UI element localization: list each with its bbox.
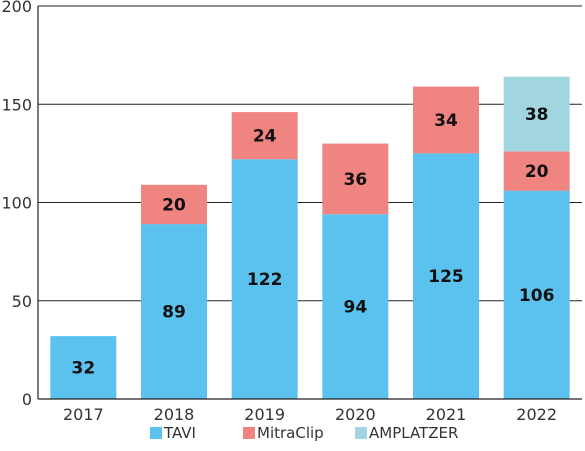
x-tick-label-2017: 2017 <box>63 405 104 424</box>
data-label-2022-AMPLATZER: 38 <box>525 105 549 125</box>
data-label-2022-TAVI: 106 <box>519 286 555 306</box>
legend-swatch-TAVI <box>150 427 162 439</box>
legend-label-TAVI: TAVI <box>163 424 196 442</box>
bar-2022-AMPLATZER <box>503 76 570 152</box>
data-label-2018-TAVI: 89 <box>162 303 186 323</box>
data-label-2020-TAVI: 94 <box>343 298 367 318</box>
legend-label-AMPLATZER: AMPLATZER <box>369 424 458 442</box>
data-label-2019-TAVI: 122 <box>247 270 283 290</box>
y-tick-label-0: 0 <box>22 390 32 409</box>
data-label-2022-MitraClip: 20 <box>525 162 549 182</box>
segment-labels: 32 89 20 122 24 94 36 125 34 106 20 38 <box>71 105 554 378</box>
bar-2020-TAVI <box>322 214 389 399</box>
bar-2017-TAVI <box>50 336 117 399</box>
y-tick-label-150: 150 <box>1 95 32 114</box>
bar-2019-TAVI <box>231 159 298 399</box>
legend-swatch-AMPLATZER <box>355 427 367 439</box>
data-label-2020-MitraClip: 36 <box>343 170 367 190</box>
x-tick-label-2018: 2018 <box>154 405 195 424</box>
bar-2021-TAVI <box>413 153 479 399</box>
data-label-2019-MitraClip: 24 <box>253 127 277 147</box>
bars <box>50 76 570 399</box>
x-tick-label-2021: 2021 <box>426 405 467 424</box>
data-label-2021-MitraClip: 34 <box>434 111 458 131</box>
y-tick-label-200: 200 <box>1 0 32 16</box>
legend: TAVI MitraClip AMPLATZER <box>150 424 458 442</box>
bar-2020-MitraClip <box>322 143 389 215</box>
y-tick-label-50: 50 <box>12 292 32 311</box>
x-tick-label-2022: 2022 <box>516 405 557 424</box>
grid-lines <box>38 5 582 302</box>
legend-swatch-MitraClip <box>243 427 255 439</box>
legend-label-MitraClip: MitraClip <box>257 424 324 442</box>
y-tick-label-100: 100 <box>1 194 32 213</box>
data-label-2017-TAVI: 32 <box>71 359 95 379</box>
x-tick-label-2020: 2020 <box>335 405 376 424</box>
bar-2021-MitraClip <box>413 86 479 154</box>
x-tick-label-2019: 2019 <box>244 405 285 424</box>
data-label-2018-MitraClip: 20 <box>162 195 186 215</box>
bar-2018-TAVI <box>141 224 207 399</box>
bar-2022-MitraClip <box>503 151 570 191</box>
data-label-2021-TAVI: 125 <box>428 267 464 287</box>
bar-2018-MitraClip <box>141 184 207 225</box>
bar-2019-MitraClip <box>231 112 298 160</box>
bar-2022-TAVI <box>503 190 570 399</box>
